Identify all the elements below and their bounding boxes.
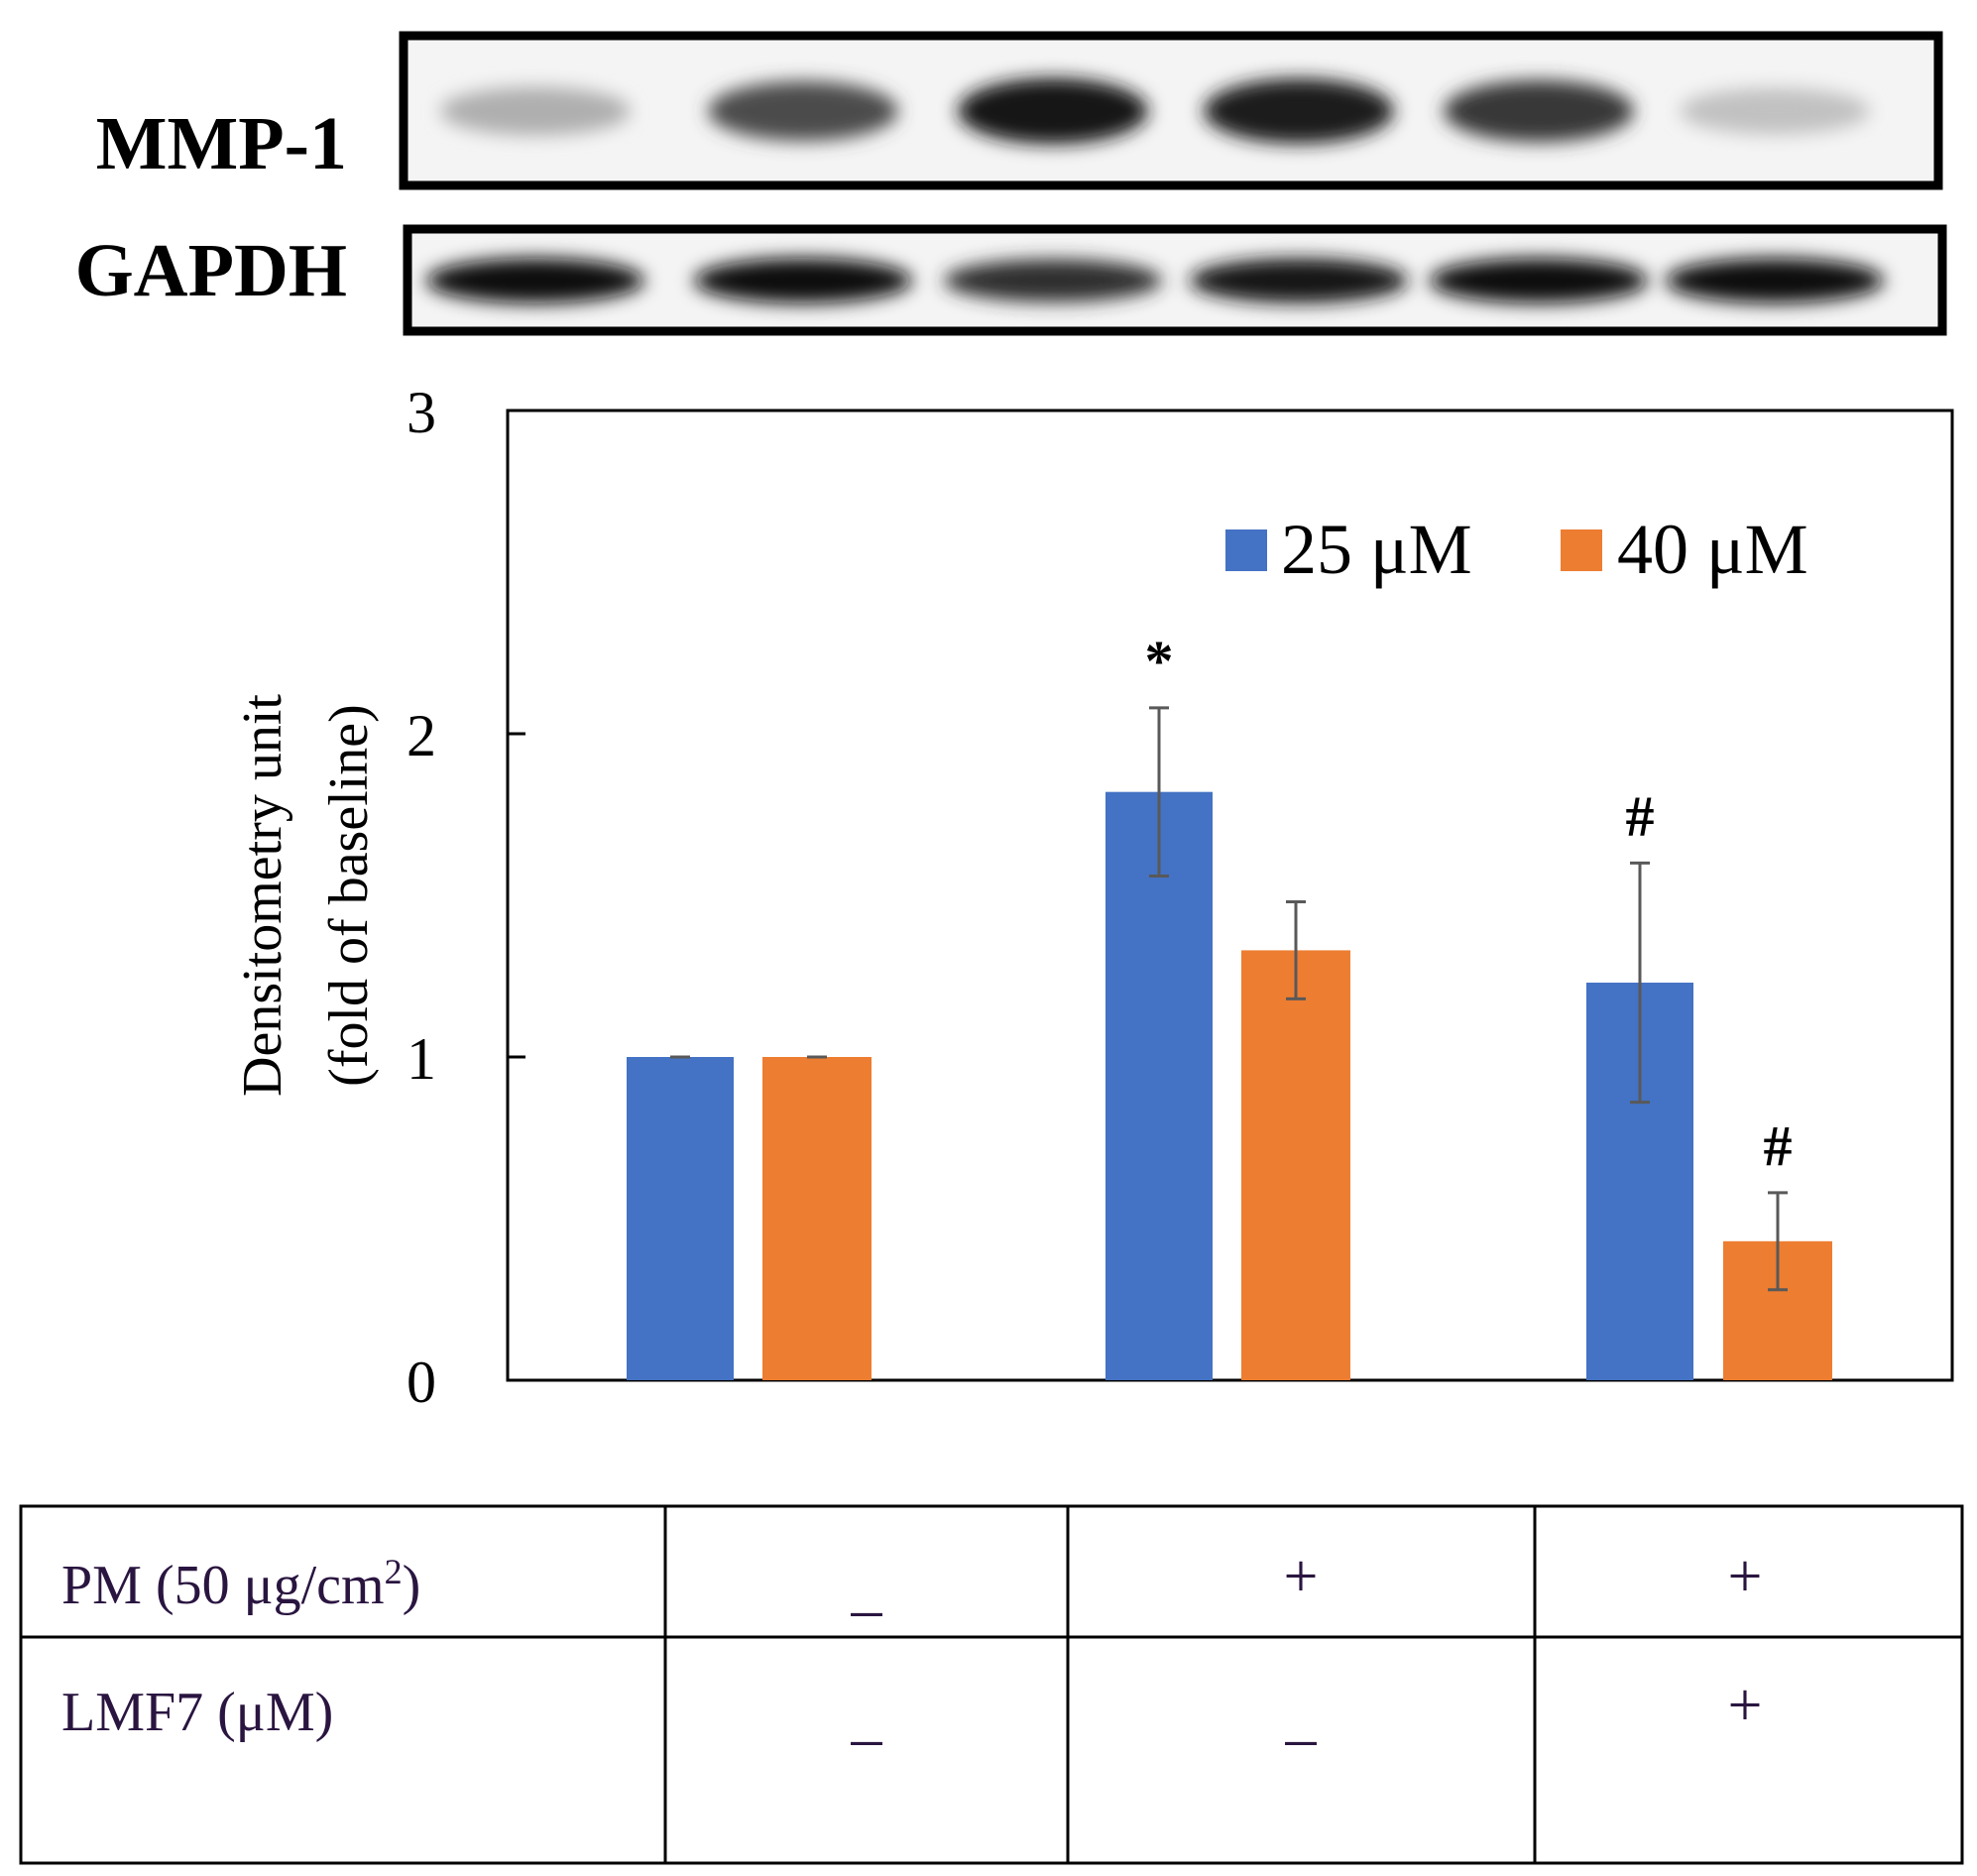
y-tick-label: 0 xyxy=(407,1349,436,1415)
band-mmp1 xyxy=(1204,78,1394,144)
bar xyxy=(1241,950,1350,1380)
y-tick-label: 3 xyxy=(407,380,436,445)
blot-label-gapdh: GAPDH xyxy=(75,229,347,312)
band-mmp1 xyxy=(1444,79,1634,143)
table-cell-lmf7-combo: + xyxy=(1728,1672,1763,1739)
bar xyxy=(1105,791,1213,1380)
legend-swatch-25um xyxy=(1225,529,1267,571)
band-mmp1 xyxy=(1680,87,1870,135)
legend-label-40um: 40 μM xyxy=(1617,510,1808,589)
y-tick-label: 2 xyxy=(407,703,436,768)
y-axis-label-line2: (fold of baseline) xyxy=(318,704,380,1087)
bar-chart: 0 1 2 3 Densitometry unit (fold of basel… xyxy=(232,380,1954,1415)
band-gapdh xyxy=(1190,258,1408,303)
table-cell-lmf7-pm: _ xyxy=(1285,1684,1318,1751)
table-row-label-pm: PM (50 μg/cm2) xyxy=(61,1552,420,1616)
band-mmp1 xyxy=(440,86,631,136)
band-mmp1 xyxy=(708,80,898,142)
table-frame xyxy=(19,1504,1964,1865)
table-row-label-lmf7: LMF7 (μM) xyxy=(61,1682,333,1743)
error-bars xyxy=(670,706,1788,1292)
band-gapdh xyxy=(944,259,1162,302)
band-gapdh xyxy=(1666,258,1884,303)
western-blot: MMP-1 GAPDH xyxy=(75,31,1947,336)
significance-marker: # xyxy=(1764,1114,1793,1178)
band-gapdh xyxy=(1430,258,1648,303)
significance-annotations: * # # xyxy=(1145,629,1793,1178)
significance-marker: * xyxy=(1145,629,1174,693)
table-cell-pm-combo: + xyxy=(1728,1543,1763,1610)
y-axis: 0 1 2 3 xyxy=(407,380,525,1415)
bands-mmp1 xyxy=(440,77,1870,145)
legend-swatch-40um xyxy=(1561,529,1602,571)
bars xyxy=(627,791,1832,1380)
band-gapdh xyxy=(694,258,912,303)
table-cell-pm-control: _ xyxy=(851,1555,883,1622)
table-cell-pm-pm: + xyxy=(1284,1543,1319,1610)
legend-label-25um: 25 μM xyxy=(1281,510,1472,589)
significance-marker: # xyxy=(1626,783,1655,848)
treatment-table: PM (50 μg/cm2) LMF7 (μM) _ + + _ _ + xyxy=(19,1504,1964,1865)
plot-frame xyxy=(506,409,1954,1382)
table-cell-lmf7-control: _ xyxy=(851,1684,883,1751)
blot-label-mmp1: MMP-1 xyxy=(96,102,347,185)
y-tick-label: 1 xyxy=(407,1026,436,1092)
bands-gapdh xyxy=(426,258,1884,303)
band-gapdh xyxy=(426,258,644,303)
legend: 25 μM 40 μM xyxy=(1225,510,1808,589)
bar xyxy=(627,1057,734,1380)
y-axis-label-line1: Densitometry unit xyxy=(232,694,293,1097)
band-mmp1 xyxy=(958,77,1148,145)
bar xyxy=(762,1057,872,1380)
